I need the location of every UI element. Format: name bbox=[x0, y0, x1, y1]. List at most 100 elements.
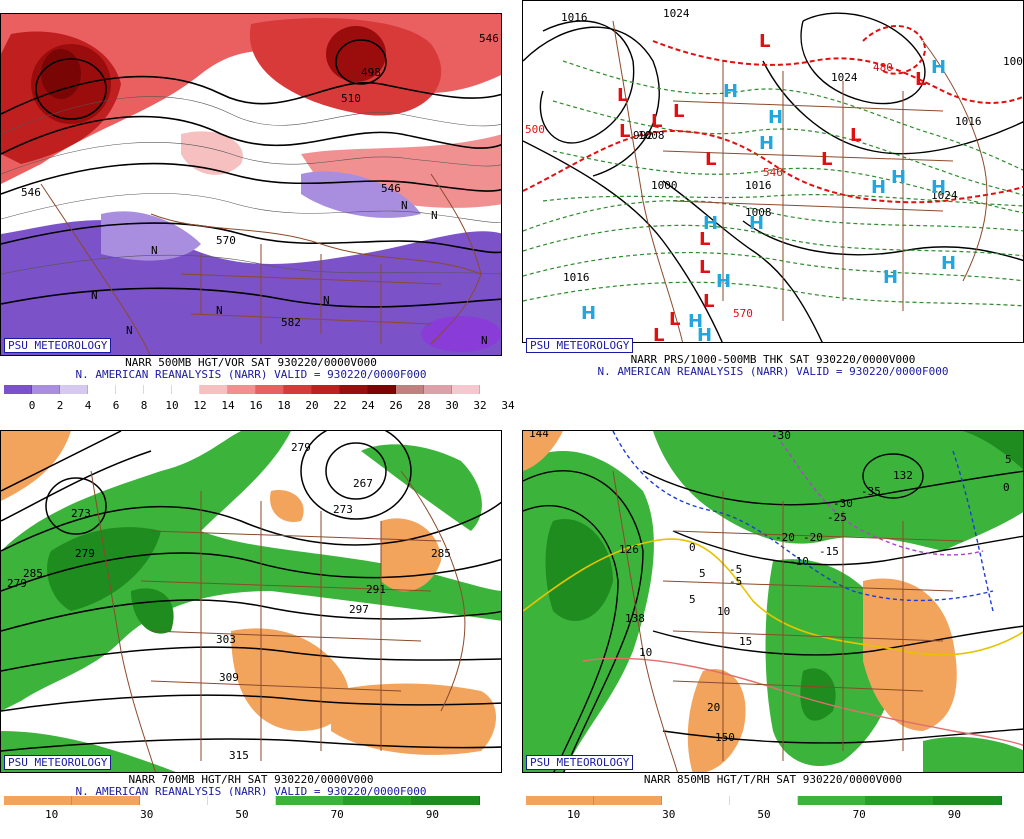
vorticity-minimum-marker: N bbox=[481, 334, 488, 347]
contour-label: 285 bbox=[431, 547, 451, 560]
colorbar-segment bbox=[200, 385, 228, 394]
high-pressure-marker: H bbox=[883, 267, 898, 288]
contour-label: 309 bbox=[219, 671, 239, 684]
contour-label: 285 bbox=[23, 567, 43, 580]
contour-label: 138 bbox=[625, 612, 645, 625]
high-pressure-marker: H bbox=[768, 107, 783, 128]
vorticity-colorbar bbox=[4, 385, 480, 394]
colorbar-segment bbox=[594, 796, 662, 805]
colorbar-segment bbox=[284, 385, 312, 394]
contour-label: 510 bbox=[341, 92, 361, 105]
temperature-label: 10 bbox=[639, 646, 652, 659]
temperature-label: 5 bbox=[1005, 453, 1012, 466]
contour-label: 150 bbox=[715, 731, 735, 744]
contour-label: 546 bbox=[21, 186, 41, 199]
high-pressure-marker: H bbox=[716, 271, 731, 292]
isobar-label: 1024 bbox=[831, 71, 858, 84]
isobar-label: 1008 bbox=[638, 129, 665, 142]
colorbar-segment bbox=[526, 796, 594, 805]
colorbar-segment bbox=[32, 385, 60, 394]
thickness-label: 480 bbox=[873, 61, 893, 74]
isobar-label: 1016 bbox=[955, 115, 982, 128]
colorbar-segment bbox=[256, 385, 284, 394]
colorbar-segment bbox=[396, 385, 424, 394]
colorbar-label: 22 bbox=[333, 399, 347, 412]
high-pressure-marker: H bbox=[749, 213, 764, 234]
contour-label: 126 bbox=[619, 543, 639, 556]
colorbar-segment bbox=[144, 385, 172, 394]
colorbar-label: 10 bbox=[566, 808, 581, 821]
isobar-label: 1008 bbox=[1003, 55, 1024, 68]
map-850mb-temp-rh: 144 126 138 132 150 -30 -35 -30 -25 -20 … bbox=[522, 430, 1024, 773]
temperature-label: -20 bbox=[803, 531, 823, 544]
colorbar-label: 30 bbox=[140, 808, 154, 821]
vorticity-minimum-marker: N bbox=[431, 209, 438, 222]
temperature-label: -5 bbox=[729, 575, 742, 588]
colorbar-label: 90 bbox=[947, 808, 962, 821]
contour-label: 267 bbox=[353, 477, 373, 490]
colorbar-label: 10 bbox=[165, 399, 179, 412]
temperature-label: 20 bbox=[707, 701, 720, 714]
high-pressure-marker: H bbox=[723, 81, 738, 102]
colorbar-segment bbox=[866, 796, 934, 805]
contour-label: 570 bbox=[216, 234, 236, 247]
colorbar-segment bbox=[208, 796, 276, 805]
colorbar-label: 4 bbox=[84, 399, 92, 412]
colorbar-segment bbox=[88, 385, 116, 394]
colorbar-segment bbox=[424, 385, 452, 394]
colorbar-segment bbox=[140, 796, 208, 805]
high-pressure-marker: H bbox=[931, 177, 946, 198]
map-700mb-rh: 279 273 267 273 279 285 291 297 303 309 … bbox=[0, 430, 502, 773]
psu-meteorology-label: PSU METEOROLOGY bbox=[526, 338, 634, 353]
panel-title: NARR 500MB HGT/VOR SAT 930220/0000V000 bbox=[125, 356, 377, 369]
vorticity-minimum-marker: N bbox=[323, 294, 330, 307]
colorbar-segment bbox=[344, 796, 412, 805]
low-pressure-marker: L bbox=[821, 149, 832, 170]
psu-meteorology-label: PSU METEOROLOGY bbox=[4, 338, 112, 353]
high-pressure-marker: H bbox=[688, 311, 703, 332]
panel-subtitle: N. AMERICAN REANALYSIS (NARR) VALID = 93… bbox=[75, 785, 427, 798]
contour-label: 279 bbox=[291, 441, 311, 454]
colorbar-segment bbox=[72, 796, 140, 805]
colorbar-segment bbox=[312, 385, 340, 394]
low-pressure-marker: L bbox=[850, 125, 861, 146]
high-pressure-marker: H bbox=[891, 167, 906, 188]
isobar-label: 1016 bbox=[745, 179, 772, 192]
colorbar-label: 2 bbox=[56, 399, 64, 412]
temperature-label: 0 bbox=[1003, 481, 1010, 494]
colorbar-segment bbox=[340, 385, 368, 394]
high-pressure-marker: H bbox=[703, 213, 718, 234]
isobar-label: 992 bbox=[633, 129, 653, 142]
high-pressure-marker: H bbox=[871, 177, 886, 198]
contour-label: 546 bbox=[479, 32, 499, 45]
isobar-label: 1000 bbox=[651, 179, 678, 192]
temperature-label: 0 bbox=[689, 541, 696, 554]
colorbar-label: 32 bbox=[473, 399, 487, 412]
colorbar-segment bbox=[412, 796, 480, 805]
panel-title: NARR PRS/1000-500MB THK SAT 930220/0000V… bbox=[630, 353, 916, 366]
panel-850mb-temp-rh: 144 126 138 132 150 -30 -35 -30 -25 -20 … bbox=[522, 430, 1024, 839]
colorbar-segment bbox=[730, 796, 798, 805]
high-pressure-marker: H bbox=[581, 303, 596, 324]
isobar-label: 1016 bbox=[561, 11, 588, 24]
temperature-label: -35 bbox=[861, 485, 881, 498]
high-pressure-marker: H bbox=[941, 253, 956, 274]
colorbar-label: 24 bbox=[361, 399, 375, 412]
colorbar-label: 30 bbox=[662, 808, 676, 821]
low-pressure-marker: L bbox=[705, 149, 716, 170]
contour-label: 291 bbox=[366, 583, 386, 596]
colorbar-label: 50 bbox=[235, 808, 249, 821]
rh-colorbar bbox=[4, 796, 480, 805]
colorbar-label: 26 bbox=[389, 399, 403, 412]
colorbar-label: 28 bbox=[417, 399, 431, 412]
contour-label: 279 bbox=[75, 547, 95, 560]
vorticity-minimum-marker: N bbox=[151, 244, 158, 257]
high-pressure-marker: H bbox=[697, 325, 712, 343]
panel-subtitle: N. AMERICAN REANALYSIS (NARR) VALID = 93… bbox=[75, 368, 427, 381]
contour-label: 144 bbox=[529, 431, 549, 440]
temperature-label: -25 bbox=[827, 511, 847, 524]
isobar-label: 1008 bbox=[745, 206, 772, 219]
low-pressure-marker: L bbox=[699, 229, 710, 250]
temperature-label: 10 bbox=[717, 605, 730, 618]
colorbar-segment bbox=[60, 385, 88, 394]
